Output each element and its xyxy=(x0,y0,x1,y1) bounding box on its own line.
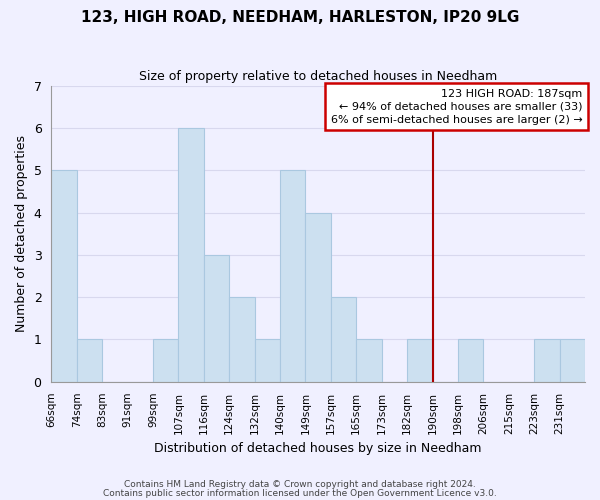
Bar xyxy=(305,212,331,382)
Text: 123, HIGH ROAD, NEEDHAM, HARLESTON, IP20 9LG: 123, HIGH ROAD, NEEDHAM, HARLESTON, IP20… xyxy=(81,10,519,25)
Text: Contains HM Land Registry data © Crown copyright and database right 2024.: Contains HM Land Registry data © Crown c… xyxy=(124,480,476,489)
Bar xyxy=(458,340,484,382)
Title: Size of property relative to detached houses in Needham: Size of property relative to detached ho… xyxy=(139,70,497,83)
Bar xyxy=(254,340,280,382)
Bar xyxy=(204,255,229,382)
Y-axis label: Number of detached properties: Number of detached properties xyxy=(15,135,28,332)
Bar xyxy=(280,170,305,382)
Bar xyxy=(178,128,204,382)
X-axis label: Distribution of detached houses by size in Needham: Distribution of detached houses by size … xyxy=(154,442,482,455)
Bar xyxy=(534,340,560,382)
Text: 123 HIGH ROAD: 187sqm
← 94% of detached houses are smaller (33)
6% of semi-detac: 123 HIGH ROAD: 187sqm ← 94% of detached … xyxy=(331,88,583,125)
Bar xyxy=(77,340,102,382)
Bar xyxy=(331,297,356,382)
Bar xyxy=(356,340,382,382)
Bar xyxy=(407,340,433,382)
Bar xyxy=(153,340,178,382)
Bar xyxy=(229,297,254,382)
Bar xyxy=(51,170,77,382)
Text: Contains public sector information licensed under the Open Government Licence v3: Contains public sector information licen… xyxy=(103,488,497,498)
Bar xyxy=(560,340,585,382)
